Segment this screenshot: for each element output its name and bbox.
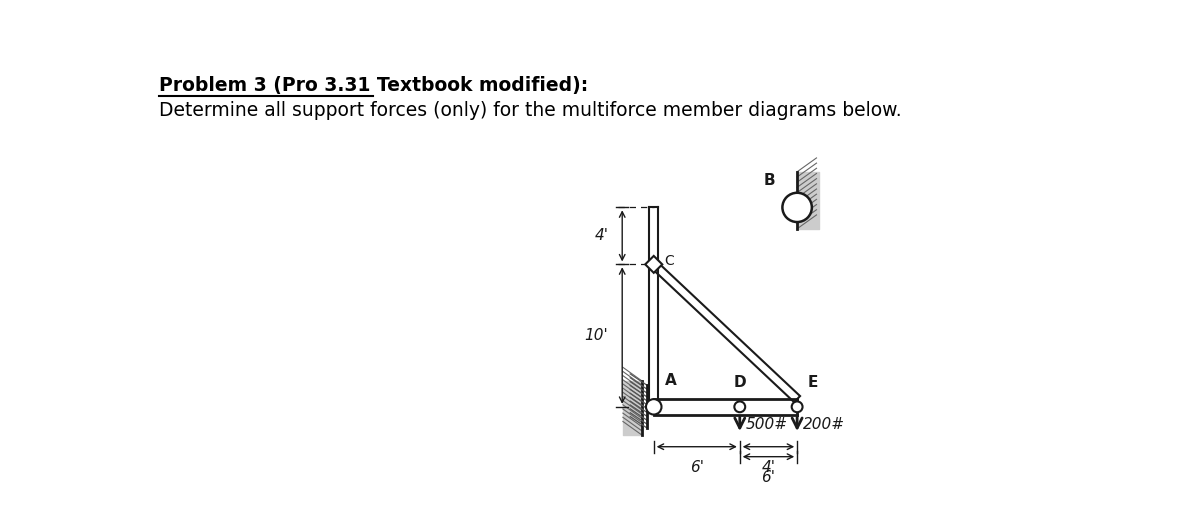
Circle shape [782, 193, 812, 222]
Text: 6': 6' [690, 460, 703, 475]
Text: D: D [733, 375, 746, 390]
Text: B: B [764, 173, 775, 188]
Text: 500#: 500# [745, 417, 787, 432]
Text: 4': 4' [762, 460, 775, 475]
Circle shape [734, 401, 745, 412]
Circle shape [646, 399, 661, 414]
Polygon shape [646, 256, 662, 273]
Text: Determine all support forces (only) for the multiforce member diagrams below.: Determine all support forces (only) for … [160, 101, 902, 120]
Text: 200#: 200# [803, 417, 845, 432]
Text: Problem 3 (Pro 3.31 Textbook modified):: Problem 3 (Pro 3.31 Textbook modified): [160, 76, 588, 94]
Text: 10': 10' [584, 328, 608, 343]
Text: 4': 4' [594, 229, 608, 243]
Text: 6': 6' [762, 470, 775, 485]
Text: C: C [665, 254, 674, 268]
Circle shape [792, 401, 803, 412]
Text: A: A [665, 373, 677, 387]
Text: E: E [808, 375, 817, 390]
Polygon shape [650, 262, 800, 402]
